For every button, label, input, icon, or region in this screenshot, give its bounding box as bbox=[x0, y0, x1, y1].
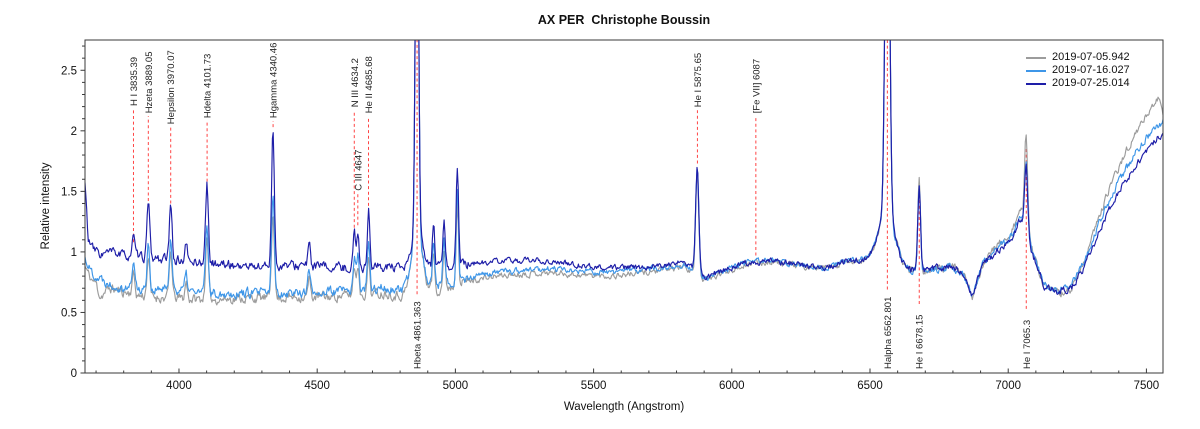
x-tick-label: 6000 bbox=[719, 380, 745, 392]
spectral-line-label: Halpha 6562.801 bbox=[883, 297, 894, 369]
legend: 2019-07-05.942 2019-07-16.027 2019-07-25… bbox=[1026, 51, 1130, 90]
legend-item: 2019-07-16.027 bbox=[1026, 64, 1130, 77]
chart-title: AX PER Christophe Boussin bbox=[537, 13, 711, 27]
spectral-line-label: Hdelta 4101.73 bbox=[203, 54, 214, 118]
legend-label: 2019-07-25.014 bbox=[1052, 77, 1130, 89]
spectral-line-label: N III 4634.2 bbox=[350, 58, 361, 107]
spectral-line-label: He I 6678.15 bbox=[915, 315, 926, 369]
plot-border bbox=[84, 39, 1164, 374]
spectrum-curve bbox=[85, 40, 1163, 297]
legend-item: 2019-07-05.942 bbox=[1026, 51, 1130, 64]
x-tick-label: 7000 bbox=[995, 380, 1021, 392]
x-tick-label: 5000 bbox=[443, 380, 469, 392]
spectrum-curve bbox=[85, 40, 1163, 300]
spectral-line-label: H I 3835.39 bbox=[129, 57, 140, 106]
spectral-line-label: Hzeta 3889.05 bbox=[144, 51, 155, 113]
legend-item: 2019-07-25.014 bbox=[1026, 77, 1130, 90]
x-axis-label: Wavelength (Angstrom) bbox=[563, 401, 685, 413]
y-tick-label: 2 bbox=[71, 126, 77, 138]
spectral-line-label: Hepsilon 3970.07 bbox=[166, 50, 177, 124]
spectral-line-label: He I 7065.3 bbox=[1022, 320, 1033, 369]
spectral-line-label: He II 4685.68 bbox=[364, 56, 375, 113]
x-tick-label: 6500 bbox=[857, 380, 883, 392]
y-tick-label: 1 bbox=[71, 247, 77, 259]
spectrum-curve bbox=[85, 40, 1163, 306]
x-tick-label: 4500 bbox=[304, 380, 330, 392]
y-tick-label: 1.5 bbox=[61, 186, 77, 198]
legend-swatch-series-2 bbox=[1026, 69, 1046, 72]
spectral-line-label: C III 4647 bbox=[353, 150, 364, 191]
legend-swatch-series-1 bbox=[1026, 56, 1046, 59]
y-tick-label: 0.5 bbox=[61, 307, 77, 319]
x-tick-label: 5500 bbox=[581, 380, 607, 392]
legend-swatch-series-3 bbox=[1026, 82, 1046, 85]
spectral-line-label: Hbeta 4861.363 bbox=[413, 301, 424, 369]
spectral-line-label: He I 5875.65 bbox=[693, 53, 704, 107]
y-tick-label: 0 bbox=[71, 368, 77, 380]
x-tick-label: 7500 bbox=[1134, 380, 1160, 392]
spectral-line-label: [Fe VII] 6087 bbox=[751, 59, 762, 113]
spectral-line-label: Hgamma 4340.46 bbox=[269, 43, 280, 119]
x-tick-label: 4000 bbox=[166, 380, 192, 392]
y-tick-label: 2.5 bbox=[61, 65, 77, 77]
legend-label: 2019-07-05.942 bbox=[1052, 51, 1130, 63]
legend-label: 2019-07-16.027 bbox=[1052, 64, 1130, 76]
